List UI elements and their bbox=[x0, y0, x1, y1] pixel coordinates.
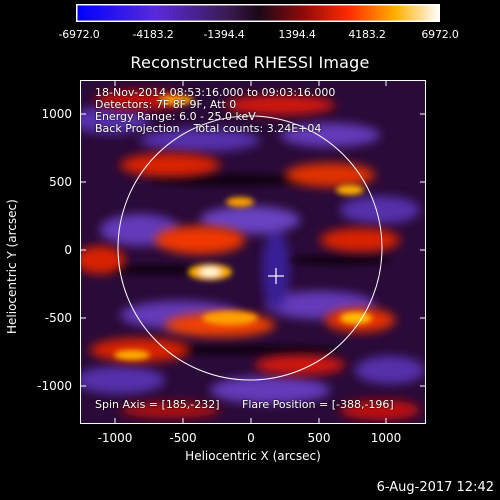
x-axis-label: Heliocentric X (arcsec) bbox=[185, 449, 321, 463]
colorbar-tick-label: 1394.4 bbox=[278, 28, 316, 41]
colorbar-tick-label: -1394.4 bbox=[203, 28, 245, 41]
solar-image bbox=[80, 80, 426, 424]
x-tick-label: -500 bbox=[169, 431, 197, 445]
flare-position-text: Flare Position = [-388,-196] bbox=[242, 398, 394, 411]
colorbar-tick-label: 6972.0 bbox=[421, 28, 459, 41]
colorbar bbox=[76, 4, 440, 22]
x-tick-label: 0 bbox=[247, 431, 255, 445]
colorbar-tick-label: 4183.2 bbox=[348, 28, 386, 41]
time-range-text: 18-Nov-2014 08:53:16.000 to 09:03:16.000 bbox=[95, 86, 336, 99]
spin-axis-text: Spin Axis = [185,-232] bbox=[95, 398, 220, 411]
y-tick-label: -1000 bbox=[37, 379, 72, 393]
x-tick-label: 1000 bbox=[370, 431, 402, 445]
x-tick-label: -1000 bbox=[97, 431, 133, 445]
energy-range-text: Energy Range: 6.0 - 25.0 keV bbox=[95, 110, 256, 123]
y-axis-label: Heliocentric Y (arcsec) bbox=[5, 199, 19, 334]
y-axis-label-text: Heliocentric Y (arcsec) bbox=[5, 199, 19, 334]
render-timestamp: 6-Aug-2017 12:42 bbox=[376, 480, 494, 495]
y-tick-label: 1000 bbox=[41, 107, 72, 121]
x-tick-label: 500 bbox=[307, 431, 331, 445]
method-counts-text: Back Projection Total counts: 3.24E+04 bbox=[95, 122, 322, 135]
y-tick-label: 0 bbox=[64, 243, 72, 257]
plot-title: Reconstructed RHESSI Image bbox=[130, 53, 370, 72]
detectors-text: Detectors: 7F 8F 9F, Att 0 bbox=[95, 98, 237, 111]
colorbar-tick-label: -6972.0 bbox=[58, 28, 100, 41]
colorbar-tick-label: -4183.2 bbox=[132, 28, 174, 41]
y-tick-label: 500 bbox=[49, 175, 72, 189]
y-tick-label: -500 bbox=[44, 311, 72, 325]
